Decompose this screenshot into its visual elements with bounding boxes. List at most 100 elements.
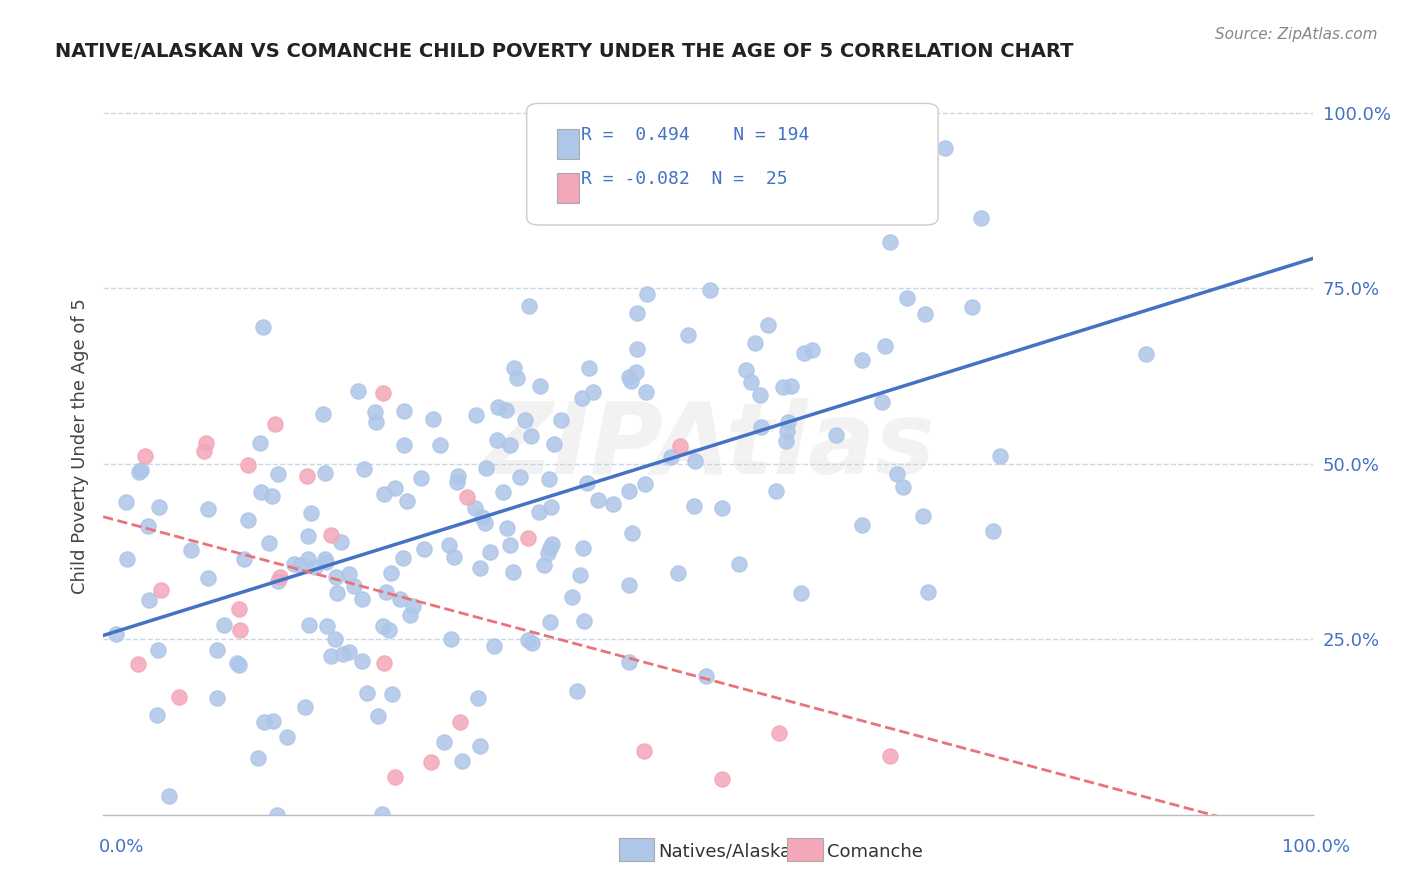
Point	[409, 471, 432, 485]
Point	[311, 407, 333, 421]
Point	[634, 477, 657, 491]
Point	[364, 415, 387, 429]
Point	[290, 558, 312, 572]
Point	[740, 375, 762, 389]
Point	[970, 211, 993, 225]
Point	[297, 469, 319, 483]
Point	[572, 541, 595, 555]
Point	[695, 669, 717, 683]
Point	[886, 467, 908, 482]
Point	[711, 772, 734, 787]
Point	[148, 500, 170, 514]
Point	[323, 632, 346, 647]
Text: R =  0.494    N = 194: R = 0.494 N = 194	[581, 127, 810, 145]
Point	[207, 691, 229, 706]
Point	[146, 707, 169, 722]
Point	[419, 756, 441, 770]
Point	[617, 483, 640, 498]
Point	[388, 591, 411, 606]
Point	[429, 438, 451, 452]
Point	[283, 557, 305, 571]
Point	[138, 593, 160, 607]
Point	[896, 291, 918, 305]
Point	[586, 492, 609, 507]
Point	[314, 551, 336, 566]
Point	[298, 618, 321, 632]
Point	[540, 500, 562, 514]
Point	[392, 438, 415, 452]
Point	[516, 633, 538, 648]
Point	[314, 467, 336, 481]
Text: 100.0%: 100.0%	[1282, 838, 1350, 856]
Point	[330, 535, 353, 549]
Point	[780, 378, 803, 392]
Point	[339, 645, 361, 659]
Text: 0.0%: 0.0%	[98, 838, 143, 856]
Point	[776, 424, 799, 438]
Point	[381, 687, 404, 701]
Text: R = -0.082  N =  25: R = -0.082 N = 25	[581, 170, 787, 188]
Point	[228, 623, 250, 637]
Point	[167, 690, 190, 704]
Point	[395, 494, 418, 508]
Point	[912, 508, 935, 523]
Point	[315, 555, 337, 569]
Point	[482, 639, 505, 653]
Point	[934, 141, 956, 155]
Point	[776, 415, 799, 429]
Point	[748, 388, 770, 402]
Point	[180, 542, 202, 557]
Point	[870, 395, 893, 409]
Point	[772, 380, 794, 394]
Point	[565, 684, 588, 698]
Point	[433, 735, 456, 749]
Point	[474, 516, 496, 530]
Point	[626, 342, 648, 356]
Point	[115, 494, 138, 508]
Point	[765, 483, 787, 498]
Point	[356, 686, 378, 700]
Point	[624, 366, 647, 380]
Point	[541, 536, 564, 550]
Point	[891, 480, 914, 494]
Point	[207, 643, 229, 657]
Point	[373, 487, 395, 501]
Point	[602, 497, 624, 511]
Point	[371, 807, 394, 822]
Point	[332, 647, 354, 661]
Point	[373, 656, 395, 670]
Point	[633, 744, 655, 758]
Point	[699, 283, 721, 297]
Point	[236, 458, 259, 472]
Point	[276, 730, 298, 744]
Point	[744, 335, 766, 350]
Point	[347, 384, 370, 398]
Point	[252, 319, 274, 334]
Point	[446, 475, 468, 489]
Point	[136, 519, 159, 533]
Point	[517, 299, 540, 313]
Point	[793, 345, 815, 359]
Point	[297, 552, 319, 566]
Point	[617, 369, 640, 384]
Point	[710, 500, 733, 515]
Point	[236, 513, 259, 527]
Point	[775, 434, 797, 449]
Point	[962, 300, 984, 314]
Point	[299, 506, 322, 520]
Text: NATIVE/ALASKAN VS COMANCHE CHILD POVERTY UNDER THE AGE OF 5 CORRELATION CHART: NATIVE/ALASKAN VS COMANCHE CHILD POVERTY…	[55, 42, 1073, 61]
Point	[578, 360, 600, 375]
Point	[873, 339, 896, 353]
Point	[495, 403, 517, 417]
Point	[464, 500, 486, 515]
Point	[350, 592, 373, 607]
Point	[384, 481, 406, 495]
Point	[879, 748, 901, 763]
Point	[914, 307, 936, 321]
Point	[538, 541, 561, 555]
Point	[263, 417, 285, 432]
Point	[246, 750, 269, 764]
Point	[267, 467, 290, 481]
Point	[531, 200, 554, 214]
Point	[439, 632, 461, 646]
